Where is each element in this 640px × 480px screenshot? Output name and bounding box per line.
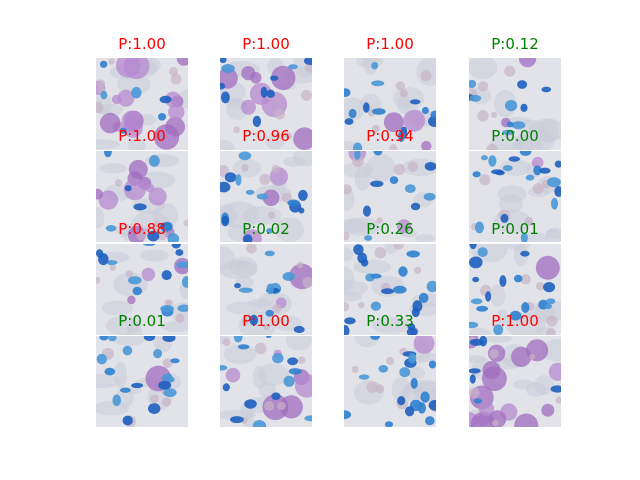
histology-tile [96,150,188,242]
histology-tile [96,335,188,427]
probability-label: P:1.00 [491,312,539,330]
tile-separator [96,150,188,151]
histology-tile [344,335,436,427]
tile-separator [469,335,561,336]
histology-tile [220,150,312,242]
tile-separator [469,243,561,244]
tile-separator [220,335,312,336]
histology-tile [220,58,312,150]
probability-label: P:1.00 [118,127,166,145]
probability-label: P:0.33 [366,312,414,330]
histology-tile [220,335,312,427]
histology-tile [344,150,436,242]
probability-label: P:0.96 [242,127,290,145]
histology-tile [469,243,561,335]
probability-label: P:0.88 [118,220,166,238]
probability-label: P:1.00 [366,35,414,53]
probability-label: P:0.01 [491,220,539,238]
probability-label: P:0.02 [242,220,290,238]
probability-label: P:0.00 [491,127,539,145]
histology-tile [469,150,561,242]
tile-separator [96,243,188,244]
probability-label: P:0.01 [118,312,166,330]
histology-tile [96,243,188,335]
probability-label: P:0.94 [366,127,414,145]
probability-label: P:0.26 [366,220,414,238]
column-3: P:1.00 P:0.94 P:0.26 P:0.33 [344,35,436,427]
probability-label: P:1.00 [242,312,290,330]
tile-separator [344,335,436,336]
histology-tile [220,243,312,335]
tile-separator [96,335,188,336]
tile-separator [469,150,561,151]
column-1: P:1.00 P:1.00 P:0.88 P:0.01 [96,35,188,427]
tile-separator [344,150,436,151]
histology-tile [469,58,561,150]
histology-tile [344,58,436,150]
tile-separator [344,243,436,244]
histology-tile [344,243,436,335]
tile-separator [220,243,312,244]
histology-tile [96,58,188,150]
probability-label: P:0.12 [491,35,539,53]
tile-separator [220,150,312,151]
histology-tile [469,335,561,427]
column-2: P:1.00 P:0.96 P:0.02 P:1.00 [220,35,312,427]
column-4: P:0.12 P:0.00 P:0.01 P:1.00 [469,35,561,427]
probability-label: P:1.00 [118,35,166,53]
probability-label: P:1.00 [242,35,290,53]
